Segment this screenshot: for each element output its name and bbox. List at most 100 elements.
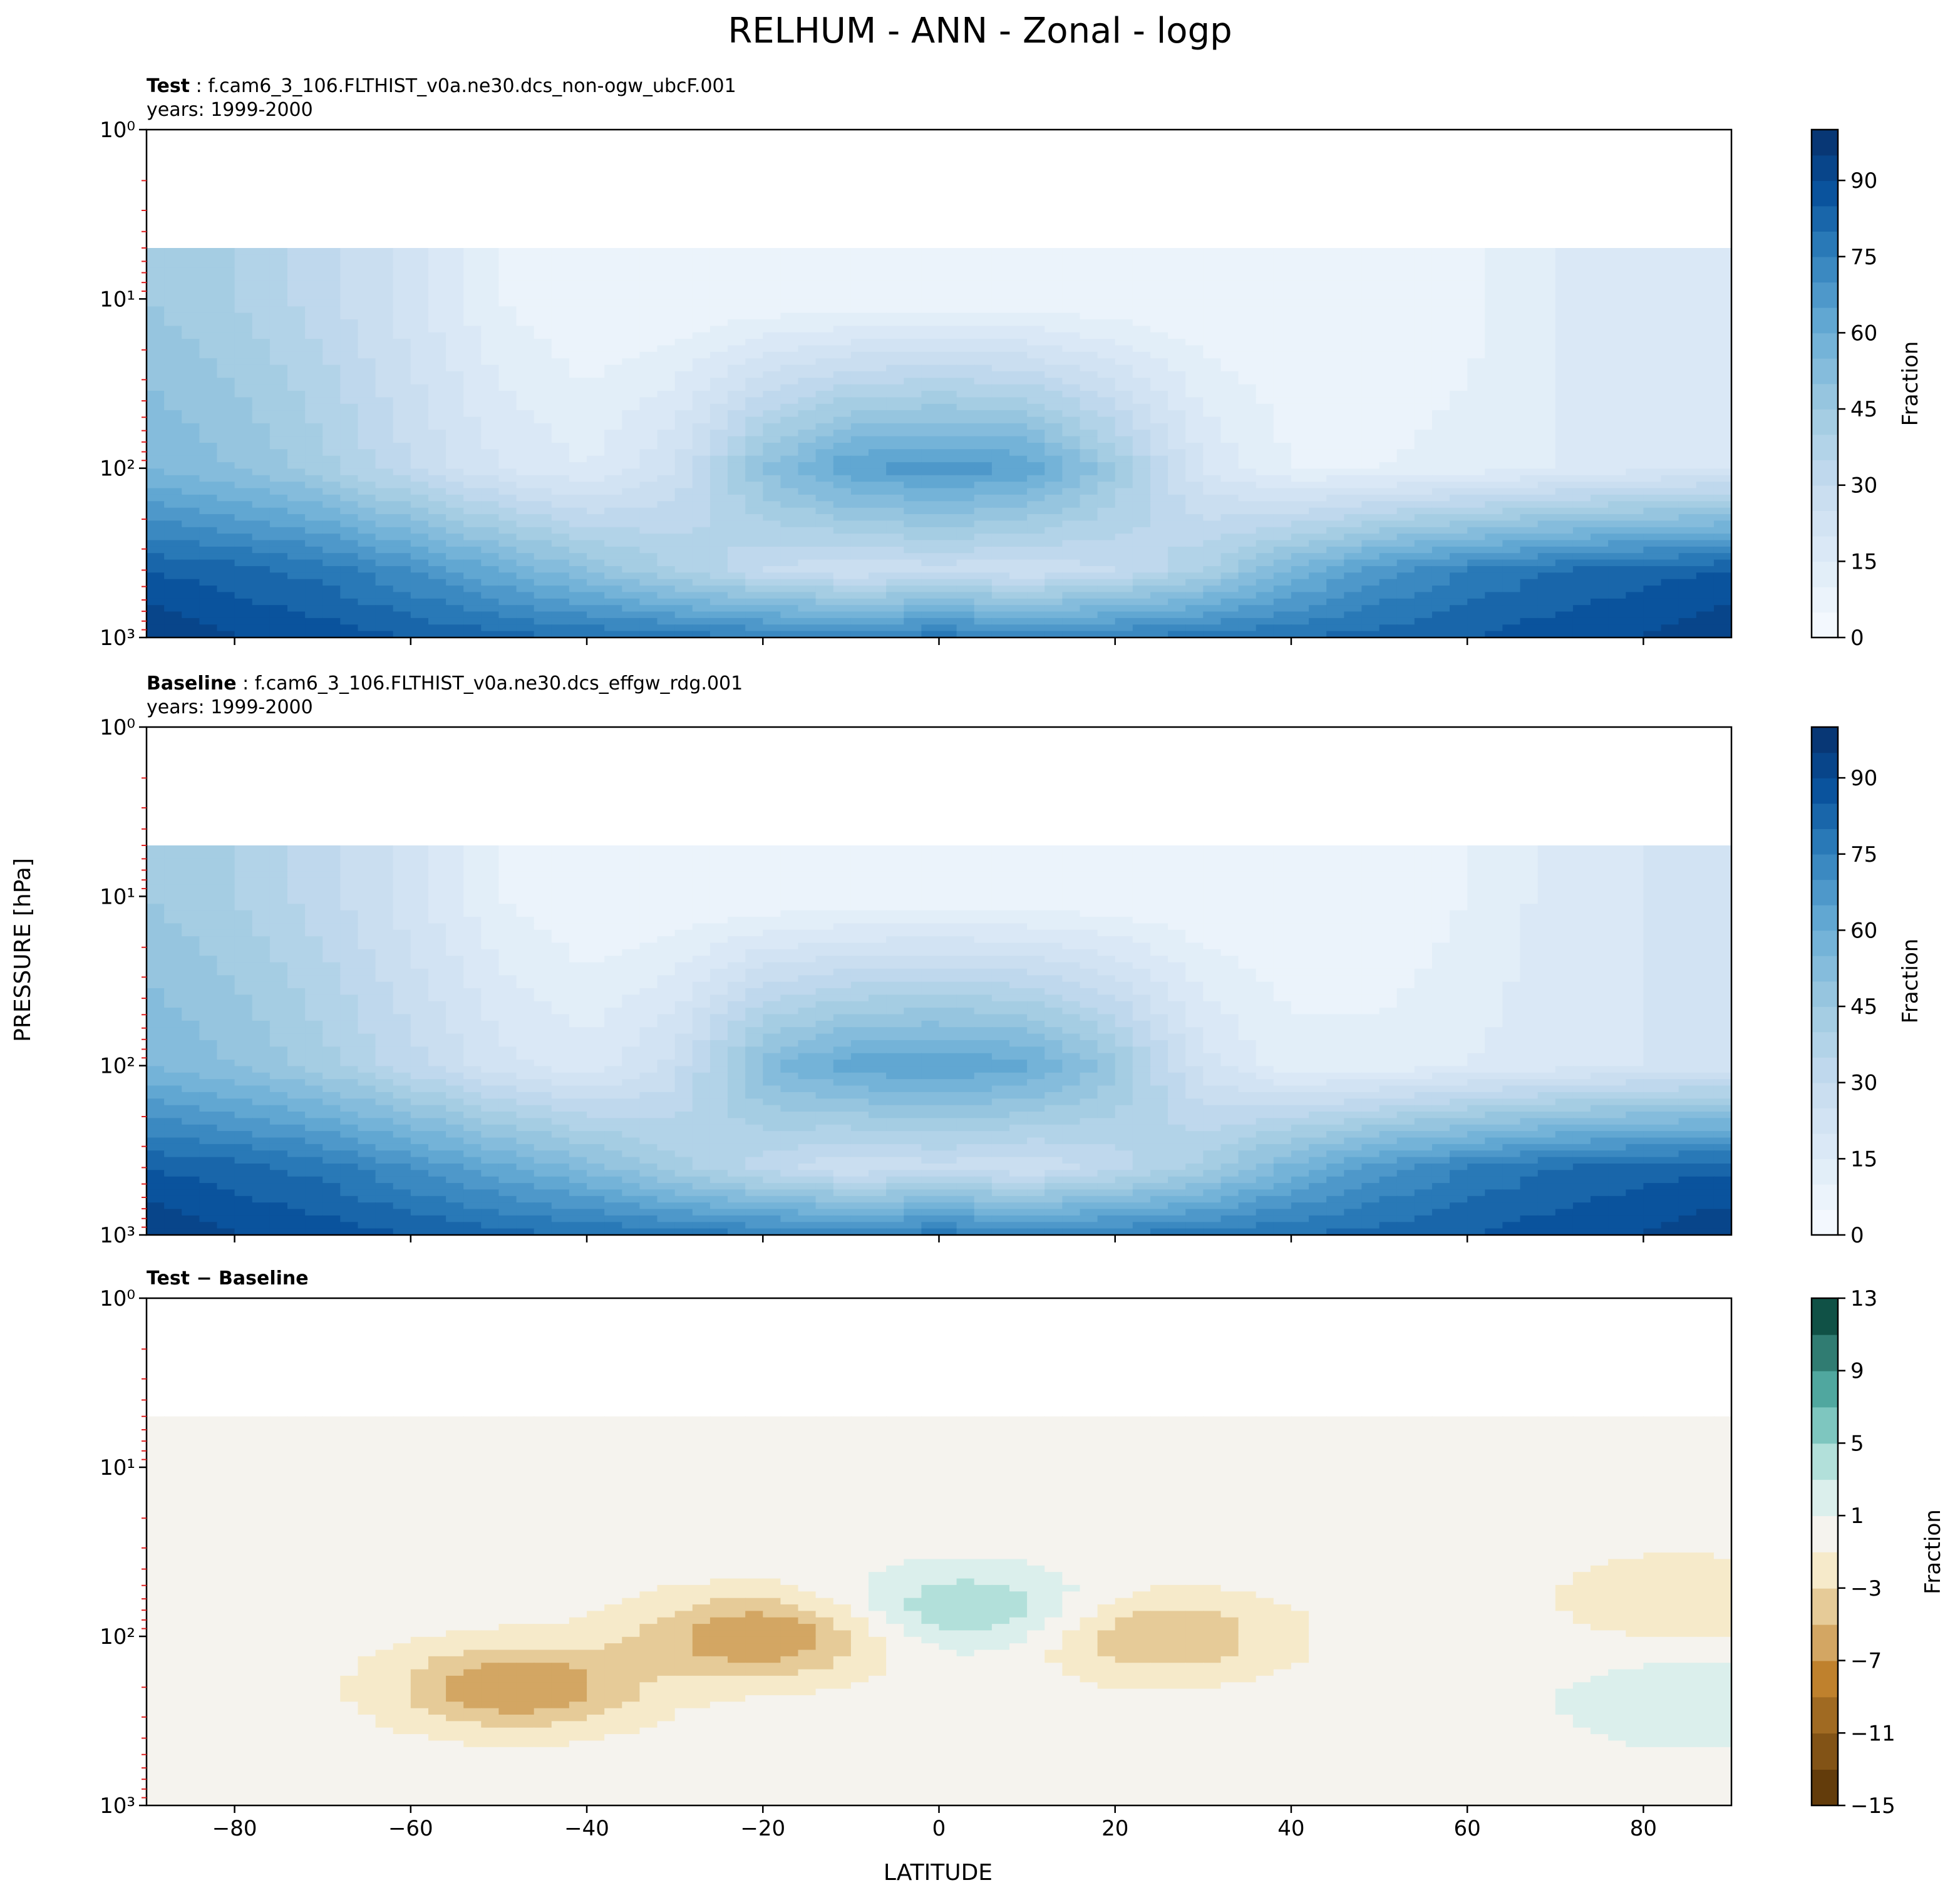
- field-cell: [692, 598, 711, 606]
- field-cell: [815, 339, 834, 346]
- field-cell: [428, 416, 446, 424]
- field-cell: [1572, 579, 1591, 586]
- field-cell: [446, 416, 464, 424]
- field-cell: [1150, 371, 1168, 379]
- field-cell: [1044, 449, 1063, 457]
- field-cell: [956, 482, 975, 489]
- field-cell: [974, 514, 993, 522]
- field-cell: [534, 332, 552, 339]
- field-cell: [1150, 436, 1168, 443]
- field-cell: [393, 416, 411, 424]
- field-cell: [763, 416, 781, 424]
- field-cell: [1608, 586, 1626, 593]
- field-cell: [815, 358, 834, 366]
- field-cell: [147, 358, 165, 366]
- field-cell: [147, 384, 165, 391]
- field-cell: [287, 274, 306, 281]
- field-cell: [1696, 254, 1715, 262]
- field-cell: [217, 371, 235, 379]
- field-cell: [182, 559, 200, 567]
- field-cell: [1344, 345, 1363, 353]
- field-cell: [639, 449, 658, 457]
- field-cell: [1309, 488, 1327, 495]
- field-cell: [375, 351, 394, 359]
- field-cell: [446, 410, 464, 418]
- field-cell: [1115, 267, 1133, 275]
- field-cell: [1520, 254, 1539, 262]
- field-cell: [410, 299, 429, 307]
- field-cell: [269, 488, 288, 495]
- field-cell: [164, 261, 182, 268]
- field-cell: [1062, 306, 1081, 314]
- field-cell: [569, 339, 587, 346]
- field-cell: [1309, 339, 1327, 346]
- field-cell: [587, 403, 605, 411]
- field-cell: [921, 306, 940, 314]
- field-cell: [1273, 534, 1292, 541]
- field-cell: [1555, 514, 1574, 522]
- field-cell: [1132, 261, 1151, 268]
- field-cell: [1520, 553, 1539, 560]
- field-cell: [1502, 423, 1521, 431]
- field-cell: [1027, 326, 1045, 333]
- field-cell: [939, 514, 957, 522]
- field-cell: [622, 534, 641, 541]
- field-cell: [956, 254, 975, 262]
- field-cell: [1326, 287, 1345, 294]
- field-cell: [358, 261, 376, 268]
- field-cell: [815, 254, 834, 262]
- field-cell: [1256, 553, 1274, 560]
- field-cell: [1537, 332, 1556, 339]
- field-cell: [1608, 579, 1626, 586]
- field-cell: [1044, 416, 1063, 424]
- field-cell: [1696, 403, 1715, 411]
- field-cell: [234, 534, 253, 541]
- field-cell: [1009, 488, 1028, 495]
- field-cell: [745, 605, 764, 612]
- field-cell: [815, 299, 834, 307]
- field-cell: [939, 306, 957, 314]
- field-cell: [728, 319, 746, 327]
- field-cell: [410, 566, 429, 574]
- field-cell: [287, 403, 306, 411]
- field-cell: [252, 520, 271, 528]
- field-cell: [886, 430, 904, 437]
- field-cell: [921, 430, 940, 437]
- field-cell: [1256, 254, 1274, 262]
- field-cell: [358, 248, 376, 256]
- field-cell: [340, 430, 359, 437]
- field-cell: [446, 261, 464, 268]
- field-cell: [428, 299, 446, 307]
- field-cell: [446, 319, 464, 327]
- field-cell: [692, 520, 711, 528]
- field-cell: [587, 572, 605, 580]
- field-cell: [991, 436, 1010, 443]
- field-cell: [1132, 378, 1151, 385]
- field-cell: [252, 254, 271, 262]
- field-cell: [446, 391, 464, 398]
- field-cell: [199, 280, 218, 287]
- field-cell: [1203, 248, 1222, 256]
- field-cell: [358, 605, 376, 612]
- field-cell: [217, 306, 235, 314]
- field-cell: [182, 546, 200, 554]
- field-cell: [269, 507, 288, 515]
- field-cell: [1361, 364, 1380, 372]
- field-cell: [481, 430, 500, 437]
- field-cell: [692, 494, 711, 502]
- field-cell: [498, 384, 517, 391]
- field-cell: [534, 299, 552, 307]
- field-cell: [1203, 488, 1222, 495]
- field-cell: [869, 274, 887, 281]
- field-cell: [798, 299, 817, 307]
- field-cell: [217, 436, 235, 443]
- field-cell: [1537, 553, 1556, 560]
- field-cell: [1027, 403, 1045, 411]
- field-cell: [798, 455, 817, 463]
- field-cell: [974, 488, 993, 495]
- field-cell: [692, 339, 711, 346]
- field-cell: [798, 534, 817, 541]
- field-cell: [481, 586, 500, 593]
- field-cell: [709, 312, 728, 320]
- field-cell: [1520, 274, 1539, 281]
